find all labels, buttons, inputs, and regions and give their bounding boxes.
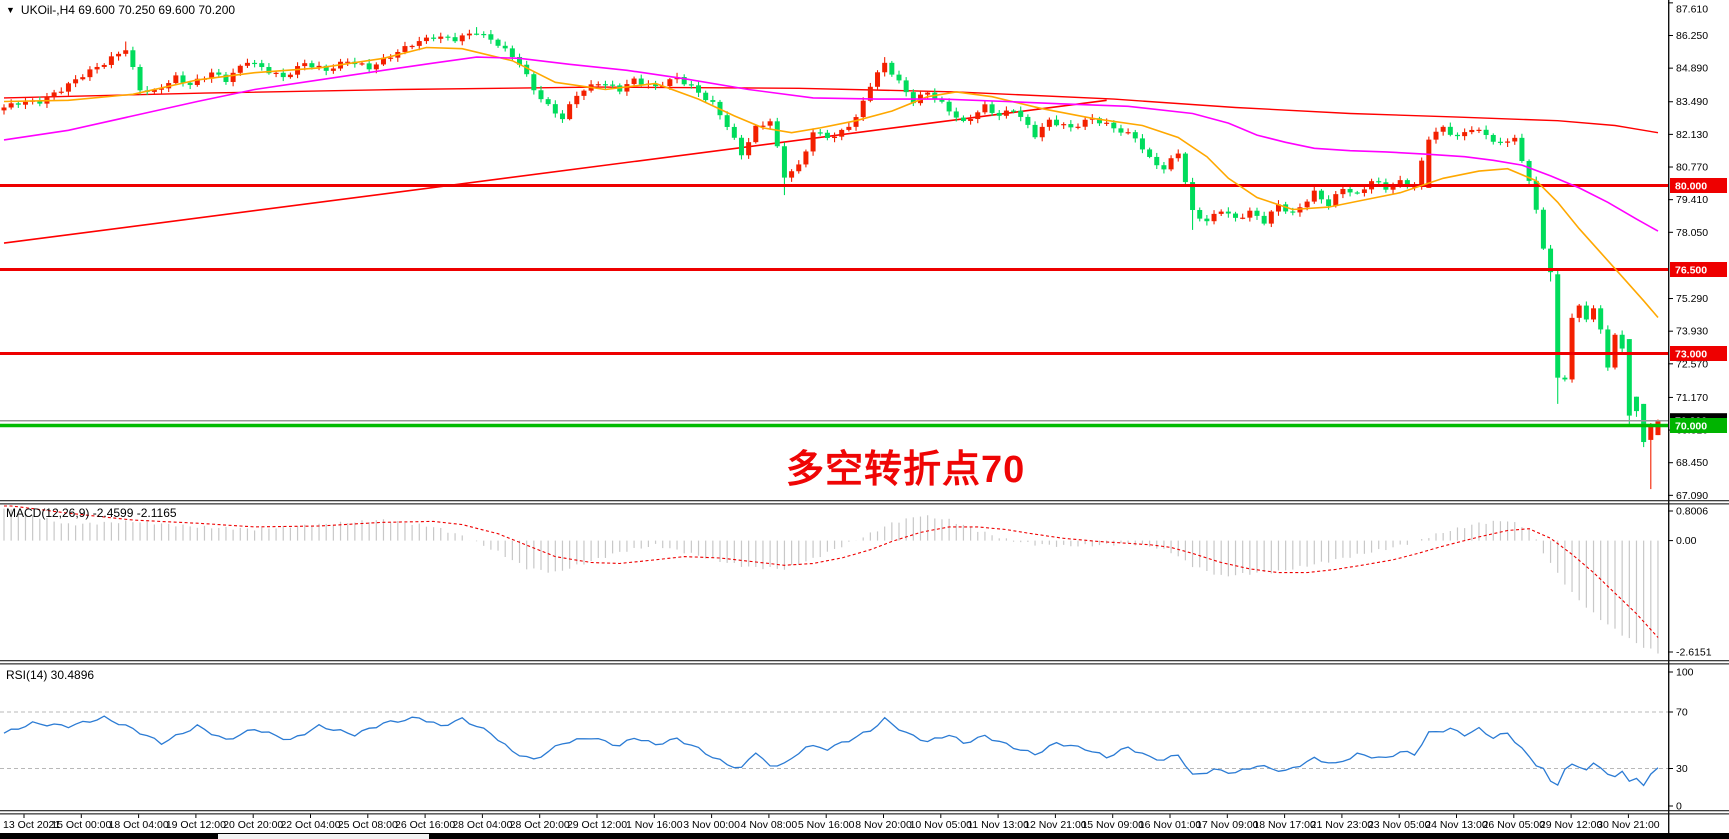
symbol-ohlc-text: UKOil-,H4 69.600 70.250 69.600 70.200: [20, 3, 236, 17]
svg-text:78.050: 78.050: [1676, 227, 1708, 239]
svg-text:21 Nov 23:00: 21 Nov 23:00: [1311, 819, 1374, 831]
svg-text:10 Nov 05:00: 10 Nov 05:00: [910, 819, 973, 831]
svg-text:30 Nov 21:00: 30 Nov 21:00: [1597, 819, 1660, 831]
svg-text:75.290: 75.290: [1676, 293, 1708, 305]
svg-text:80.000: 80.000: [1675, 180, 1707, 192]
svg-text:73.000: 73.000: [1675, 348, 1707, 360]
svg-text:11 Nov 13:00: 11 Nov 13:00: [967, 819, 1029, 831]
svg-text:24 Nov 13:00: 24 Nov 13:00: [1425, 819, 1488, 831]
svg-text:79.410: 79.410: [1676, 194, 1708, 206]
svg-text:100: 100: [1676, 667, 1694, 679]
svg-text:4 Nov 08:00: 4 Nov 08:00: [741, 819, 798, 831]
window-edge-bar: [0, 833, 1729, 839]
ma-slow-red: [3, 86, 1659, 134]
svg-text:23 Nov 05:00: 23 Nov 05:00: [1368, 819, 1431, 831]
svg-text:87.610: 87.610: [1676, 4, 1708, 16]
svg-text:71.170: 71.170: [1676, 392, 1708, 404]
ma-mid-magenta: [3, 56, 1659, 232]
svg-text:70: 70: [1676, 707, 1688, 719]
indicator-axes: 0.8006 0.00 -2.6151 100 70 30 0: [1668, 506, 1712, 813]
svg-text:16 Nov 01:00: 16 Nov 01:00: [1139, 819, 1202, 831]
svg-text:84.890: 84.890: [1676, 63, 1708, 75]
svg-text:22 Oct 04:00: 22 Oct 04:00: [280, 819, 340, 831]
svg-text:3 Nov 00:00: 3 Nov 00:00: [683, 819, 740, 831]
svg-text:82.130: 82.130: [1676, 129, 1708, 141]
candlesticks-layer[interactable]: [1, 27, 1661, 490]
svg-text:15 Oct 00:00: 15 Oct 00:00: [51, 819, 111, 831]
svg-text:29 Oct 12:00: 29 Oct 12:00: [567, 819, 627, 831]
rsi-pane[interactable]: [0, 711, 1668, 787]
svg-text:28 Oct 04:00: 28 Oct 04:00: [452, 819, 512, 831]
trendline-support[interactable]: [3, 99, 1107, 244]
svg-text:13 Oct 2021: 13 Oct 2021: [3, 819, 60, 831]
chevron-down-icon[interactable]: ▼: [6, 5, 15, 15]
svg-text:12 Nov 21:00: 12 Nov 21:00: [1024, 819, 1087, 831]
svg-text:0.8006: 0.8006: [1676, 506, 1708, 518]
svg-text:70.000: 70.000: [1675, 420, 1707, 432]
svg-text:72.570: 72.570: [1676, 358, 1708, 370]
svg-text:0: 0: [1676, 801, 1682, 813]
svg-text:8 Nov 20:00: 8 Nov 20:00: [855, 819, 912, 831]
svg-text:-2.6151: -2.6151: [1676, 647, 1712, 659]
macd-indicator-label: MACD(12,26,9) -2.4599 -2.1165: [6, 506, 177, 520]
svg-text:20 Oct 20:00: 20 Oct 20:00: [223, 819, 283, 831]
svg-text:28 Oct 20:00: 28 Oct 20:00: [510, 819, 570, 831]
svg-text:0.00: 0.00: [1676, 535, 1697, 547]
svg-text:1 Nov 16:00: 1 Nov 16:00: [626, 819, 683, 831]
symbol-ohlc-readout: ▼ UKOil-,H4 69.600 70.250 69.600 70.200: [6, 3, 235, 17]
rsi-indicator-label: RSI(14) 30.4896: [6, 668, 95, 682]
svg-text:86.250: 86.250: [1676, 30, 1708, 42]
svg-text:68.450: 68.450: [1676, 457, 1708, 469]
svg-text:18 Oct 04:00: 18 Oct 04:00: [109, 819, 169, 831]
svg-text:5 Nov 16:00: 5 Nov 16:00: [798, 819, 855, 831]
svg-text:17 Nov 09:00: 17 Nov 09:00: [1196, 819, 1259, 831]
svg-text:18 Nov 17:00: 18 Nov 17:00: [1253, 819, 1316, 831]
svg-text:80.770: 80.770: [1676, 162, 1708, 174]
svg-text:67.090: 67.090: [1676, 490, 1708, 502]
svg-text:29 Nov 12:00: 29 Nov 12:00: [1540, 819, 1603, 831]
svg-text:15 Nov 09:00: 15 Nov 09:00: [1081, 819, 1144, 831]
svg-text:76.500: 76.500: [1675, 264, 1707, 276]
horizontal-levels[interactable]: [0, 184, 1668, 428]
ma-fast-orange: [3, 46, 1659, 319]
svg-text:83.490: 83.490: [1676, 96, 1708, 108]
chart-annotation-text: 多空转折点70: [786, 449, 1026, 491]
svg-text:25 Oct 08:00: 25 Oct 08:00: [338, 819, 398, 831]
macd-pane[interactable]: [3, 505, 1659, 654]
svg-text:30: 30: [1676, 763, 1688, 775]
svg-text:26 Nov 05:00: 26 Nov 05:00: [1483, 819, 1546, 831]
svg-text:73.930: 73.930: [1676, 326, 1708, 338]
svg-text:26 Oct 16:00: 26 Oct 16:00: [395, 819, 455, 831]
window-edge-bar-gap: [218, 833, 429, 839]
svg-text:19 Oct 12:00: 19 Oct 12:00: [166, 819, 226, 831]
